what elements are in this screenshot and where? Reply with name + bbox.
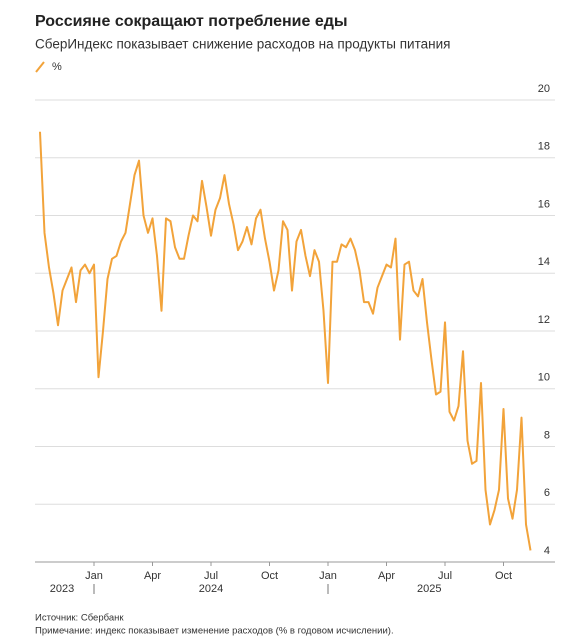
y-tick-label: 20	[538, 83, 550, 95]
year-label: 2023	[50, 583, 74, 595]
y-tick-label: 4	[544, 545, 550, 557]
x-tick-label: Jan	[85, 570, 103, 582]
y-tick-label: 6	[544, 487, 550, 499]
y-tick-label: 14	[538, 256, 550, 268]
chart-title: Россияне сокращают потребление еды	[35, 13, 348, 30]
year-label: 2025	[417, 583, 441, 595]
legend-label: %	[52, 61, 62, 73]
y-tick-label: 8	[544, 429, 550, 441]
x-tick-label: Jul	[438, 570, 452, 582]
x-tick-label: Jan	[319, 570, 337, 582]
y-tick-label: 16	[538, 198, 550, 210]
legend-swatch	[35, 61, 45, 73]
y-tick-label: 10	[538, 372, 550, 384]
x-tick-label: Oct	[261, 570, 278, 582]
y-tick-label: 12	[538, 314, 550, 326]
x-tick-label: Apr	[144, 570, 161, 582]
x-tick-label: Oct	[495, 570, 512, 582]
year-label: 2024	[199, 583, 223, 595]
data-line	[39, 131, 532, 551]
x-tick-label: Jul	[204, 570, 218, 582]
x-tick-label: Apr	[378, 570, 395, 582]
chart-subtitle: СберИндекс показывает снижение расходов …	[35, 37, 450, 52]
y-tick-label: 18	[538, 141, 550, 153]
source: Источник: Сбербанк	[35, 613, 124, 624]
note: Примечание: индекс показывает изменение …	[35, 626, 394, 637]
